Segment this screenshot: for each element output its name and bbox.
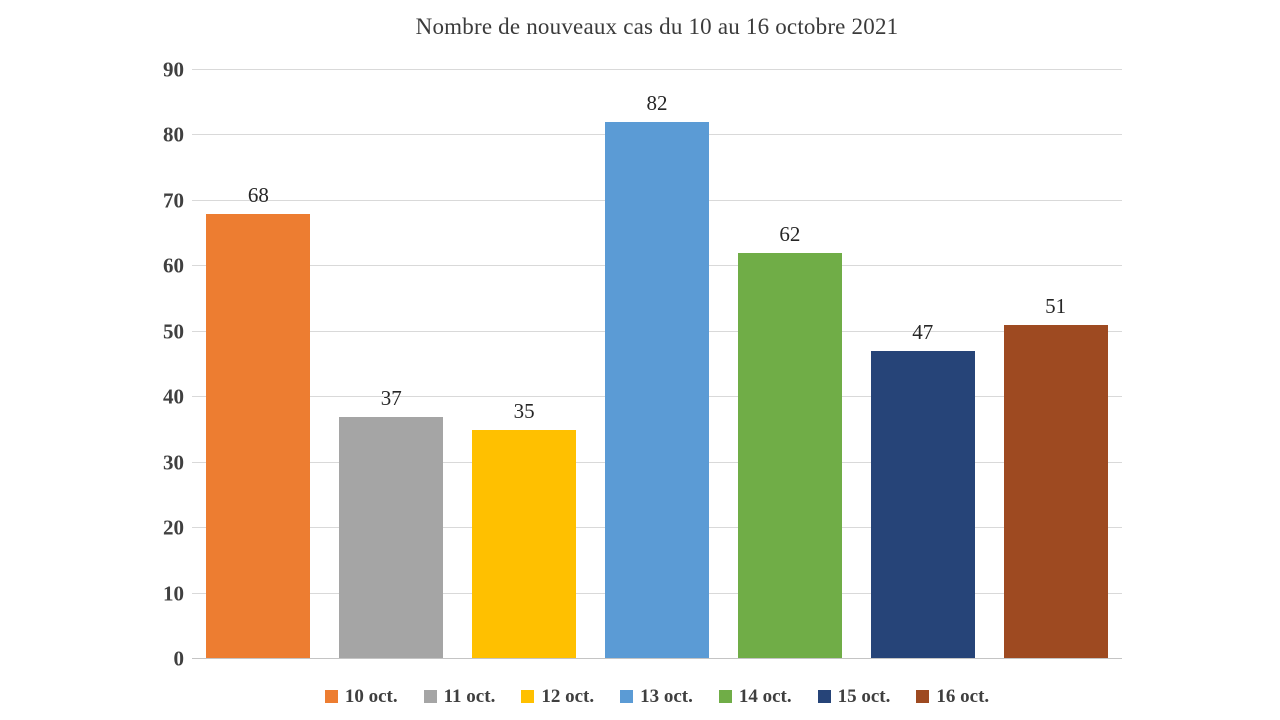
legend-item-13-oct: 13 oct. <box>620 687 693 706</box>
bar <box>339 416 444 659</box>
x-axis-line <box>192 658 1122 659</box>
bar-category-11-oct: 37 <box>325 70 458 659</box>
legend-label: 11 oct. <box>443 686 496 707</box>
y-tick-label-80: 80 <box>163 122 184 147</box>
legend-swatch <box>620 690 634 703</box>
y-tick-label-90: 90 <box>163 57 184 82</box>
bar-category-14-oct: 62 <box>723 70 856 659</box>
bar-category-13-oct: 82 <box>591 70 724 659</box>
bar-value-label: 47 <box>912 320 934 345</box>
bar-category-15-oct: 47 <box>856 70 989 659</box>
legend-label: 16 oct. <box>936 686 990 707</box>
legend-swatch <box>324 690 338 703</box>
bar-category-12-oct: 35 <box>458 70 591 659</box>
legend-swatch <box>916 690 930 703</box>
bars-container: 68 37 35 82 62 47 51 <box>192 70 1122 659</box>
bar <box>206 213 311 659</box>
y-tick-label-30: 30 <box>163 450 184 475</box>
bar-value-label: 37 <box>380 385 402 410</box>
bar-category-16-oct: 51 <box>989 70 1122 659</box>
legend-item-12-oct: 12 oct. <box>521 687 594 706</box>
bar <box>870 351 975 659</box>
bar-value-label: 62 <box>779 222 801 247</box>
bar-value-label: 68 <box>247 182 269 207</box>
y-tick-label-0: 0 <box>173 646 185 671</box>
bar-value-label: 51 <box>1045 294 1067 319</box>
legend-label: 12 oct. <box>541 686 595 707</box>
y-tick-label-10: 10 <box>163 581 184 606</box>
gridline-90 <box>192 69 1122 70</box>
legend-item-15-oct: 15 oct. <box>817 686 891 707</box>
legend: 10 oct. 11 oct. 12 oct. 13 oct. 14 oct. 15 oc… <box>192 687 1122 706</box>
plot-area: 68 37 35 82 62 47 51 <box>192 69 1122 659</box>
y-tick-label-60: 60 <box>163 253 184 278</box>
legend-item-11-oct: 11 oct. <box>423 686 496 707</box>
bar <box>605 122 710 659</box>
chart-title: Nombre de nouveaux cas du 10 au 16 octob… <box>415 14 899 39</box>
y-tick-label-40: 40 <box>163 384 184 409</box>
bar <box>472 429 577 659</box>
legend-label: 14 oct. <box>738 686 792 707</box>
y-axis: 0 10 20 30 40 50 60 70 80 90 <box>0 59 184 669</box>
legend-swatch <box>718 690 732 703</box>
bar <box>737 253 842 659</box>
legend-item-14-oct: 14 oct. <box>718 686 792 707</box>
y-tick-label-70: 70 <box>163 188 184 213</box>
bar-value-label: 35 <box>513 398 535 423</box>
legend-label: 13 oct. <box>640 686 693 707</box>
legend-label: 10 oct. <box>344 686 398 707</box>
legend-item-10-oct: 10 oct. <box>324 686 398 707</box>
legend-label: 15 oct. <box>837 686 891 707</box>
legend-item-16-oct: 16 oct. <box>916 687 989 706</box>
y-tick-label-50: 50 <box>163 319 184 344</box>
bar-category-10-oct: 68 <box>192 70 325 659</box>
y-tick-label-20: 20 <box>163 515 184 540</box>
bar-value-label: 82 <box>646 91 668 116</box>
legend-swatch <box>817 690 831 703</box>
legend-swatch <box>423 690 437 703</box>
bar <box>1003 325 1108 659</box>
legend-swatch <box>521 690 535 703</box>
